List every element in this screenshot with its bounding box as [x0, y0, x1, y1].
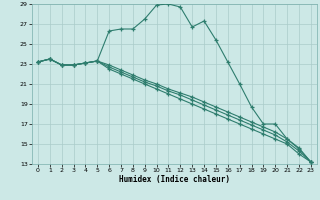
X-axis label: Humidex (Indice chaleur): Humidex (Indice chaleur)	[119, 175, 230, 184]
